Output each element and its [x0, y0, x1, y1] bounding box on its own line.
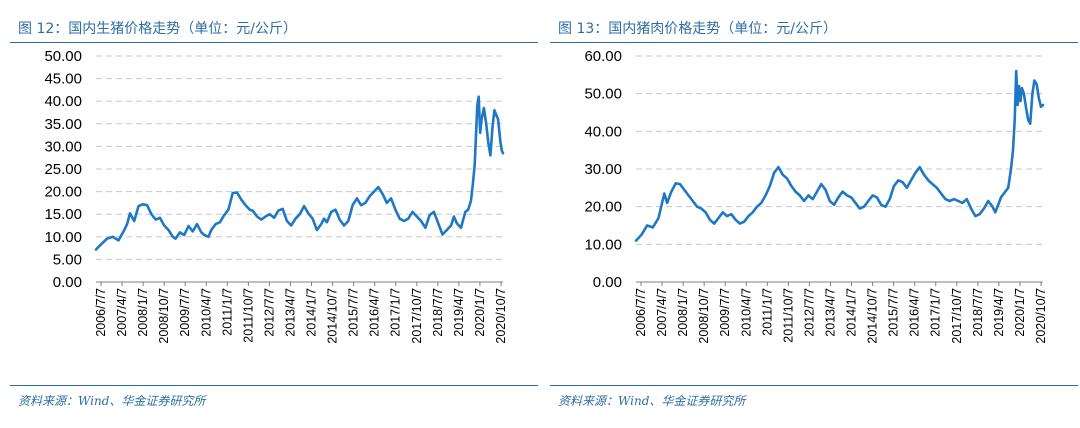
x-tick-label: 2015/7/7: [887, 288, 901, 337]
line-chart-pork-price: 0.00 10.00 20.00 30.00 40.00 50.00 60.00 2006/7…: [584, 48, 1048, 344]
x-tick-label: 2006/7/7: [94, 288, 108, 337]
y-tick-label: 40.00: [584, 123, 622, 140]
x-tick-label: 2014/1/7: [305, 288, 319, 337]
x-tick-label: 2011/10/7: [241, 288, 255, 343]
y-tick-label: 50.00: [584, 86, 622, 103]
x-tick-label: 2008/10/7: [157, 288, 171, 344]
x-tick-label: 2019/4/7: [992, 288, 1006, 337]
y-tick-label: 60.00: [584, 48, 622, 65]
y-tick-label: 5.00: [53, 251, 82, 268]
x-tick-label: 2016/4/7: [368, 288, 382, 337]
x-tick-label: 2008/1/7: [136, 288, 150, 337]
x-tick-label: 2020/10/7: [1034, 288, 1048, 344]
title-rule: [10, 42, 538, 43]
x-tick-label: 2009/7/7: [178, 288, 192, 337]
x-tick-label: 2012/7/7: [262, 288, 276, 337]
x-tick-label: 2017/1/7: [389, 288, 403, 337]
y-tick-label: 10.00: [584, 236, 622, 253]
price-series-line: [94, 95, 505, 251]
y-tick-label: 20.00: [584, 199, 622, 216]
figure-title: 图 13：国内猪肉价格走势（单位：元/公斤）: [558, 21, 837, 37]
x-tick-label: 2010/4/7: [739, 288, 753, 337]
x-tick-label: 2013/4/7: [823, 288, 837, 337]
x-tick-label: 2020/1/7: [473, 288, 487, 337]
x-tick-label: 2008/1/7: [676, 288, 690, 337]
x-tick-label: 2019/4/7: [452, 288, 466, 337]
y-tick-label: 0.00: [593, 274, 622, 291]
source-rule: [10, 385, 538, 386]
chart-panel-pork-price: 图 13：国内猪肉价格走势（单位：元/公斤） 0.00 10.00 20.00 30.…: [548, 0, 1078, 428]
x-tick-label: 2020/1/7: [1013, 288, 1027, 337]
x-tick-label: 2014/10/7: [866, 288, 880, 344]
x-tick-label: 2011/1/7: [220, 288, 234, 336]
x-tick-label: 2007/4/7: [655, 288, 669, 337]
figure-title: 图 12：国内生猪价格走势（单位：元/公斤）: [18, 21, 297, 37]
y-tick-label: 45.00: [44, 71, 82, 88]
source-note: 资料来源：Wind、华金证券研究所: [18, 394, 206, 408]
x-tick-label: 2015/7/7: [347, 288, 361, 337]
price-series-line: [634, 69, 1045, 242]
title-rule: [550, 42, 1078, 43]
y-tick-label: 10.00: [44, 229, 82, 246]
x-tick-label: 2017/1/7: [929, 288, 943, 337]
x-tick-label: 2010/4/7: [199, 288, 213, 337]
source-rule: [550, 385, 1078, 386]
x-tick-label: 2016/4/7: [908, 288, 922, 337]
y-tick-label: 15.00: [44, 206, 82, 223]
line-chart-hog-price: 0.00 5.00 10.00 15.00 20.00 25.00 30.00 35.00 40…: [44, 48, 508, 344]
x-tick-label: 2020/10/7: [494, 288, 508, 344]
x-tick-label: 2008/10/7: [697, 288, 711, 344]
x-tick-label: 2007/4/7: [115, 288, 129, 337]
x-tick-label: 2009/7/7: [718, 288, 732, 337]
x-tick-label: 2014/10/7: [326, 288, 340, 344]
x-tick-label: 2011/10/7: [781, 288, 795, 343]
y-tick-label: 50.00: [44, 48, 82, 65]
x-tick-label: 2017/10/7: [950, 288, 964, 344]
source-note: 资料来源：Wind、华金证券研究所: [558, 394, 746, 408]
x-tick-label: 2017/10/7: [410, 288, 424, 344]
x-tick-label: 2012/7/7: [802, 288, 816, 337]
y-tick-label: 0.00: [53, 274, 82, 291]
x-tick-label: 2018/7/7: [431, 288, 445, 337]
chart-panel-hog-price: 图 12：国内生猪价格走势（单位：元/公斤） 0.00 5.00 10.00 15.0…: [8, 0, 538, 428]
x-tick-label: 2006/7/7: [634, 288, 648, 337]
y-tick-label: 35.00: [44, 116, 82, 133]
x-tick-label: 2011/1/7: [760, 288, 774, 336]
x-tick-label: 2018/7/7: [971, 288, 985, 337]
y-tick-label: 20.00: [44, 184, 82, 201]
y-tick-label: 25.00: [44, 161, 82, 178]
x-tick-label: 2014/1/7: [845, 288, 859, 337]
y-tick-label: 30.00: [584, 161, 622, 178]
x-tick-label: 2013/4/7: [283, 288, 297, 337]
y-tick-label: 40.00: [44, 93, 82, 110]
y-tick-label: 30.00: [44, 138, 82, 155]
